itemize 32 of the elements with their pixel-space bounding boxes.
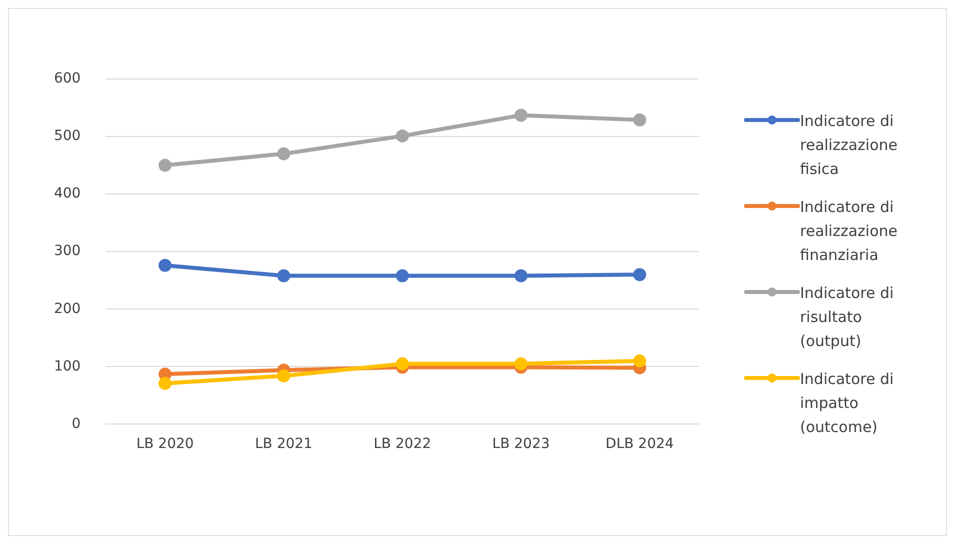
y-tick-label: 600 [54,70,81,87]
legend-label: Indicatore di risultato (output) [800,283,895,352]
y-tick-label: 400 [54,186,81,202]
point [633,113,646,126]
y-tick-label: 0 [72,416,81,432]
x-tick-label: LB 2021 [254,436,312,452]
point [277,147,290,160]
point [158,258,172,272]
point [158,368,172,381]
x-tick-label: LB 2020 [136,436,194,452]
y-tick-label: 100 [54,358,81,374]
point [277,269,290,282]
x-tick-label: DLB 2024 [606,436,674,452]
point [633,268,646,282]
point [158,376,172,390]
point [633,354,646,368]
y-tick-label: 300 [54,243,81,260]
legend-label: Indicatore di realizzazione finanziaria [800,197,898,266]
y-tick-label: 200 [54,300,81,317]
y-tick-label: 500 [54,128,81,144]
point [158,158,172,172]
point [396,129,409,142]
point [396,357,409,370]
x-tick-label: LB 2022 [374,436,432,452]
point [514,269,528,282]
legend-label: Indicatore di realizzazione fisica [800,111,898,180]
point [396,269,409,282]
x-tick-label: LB 2023 [492,436,550,452]
point [277,369,290,382]
legend-label: Indicatore di impatto (outcome) [800,369,895,438]
point [514,357,528,370]
point [514,108,528,122]
